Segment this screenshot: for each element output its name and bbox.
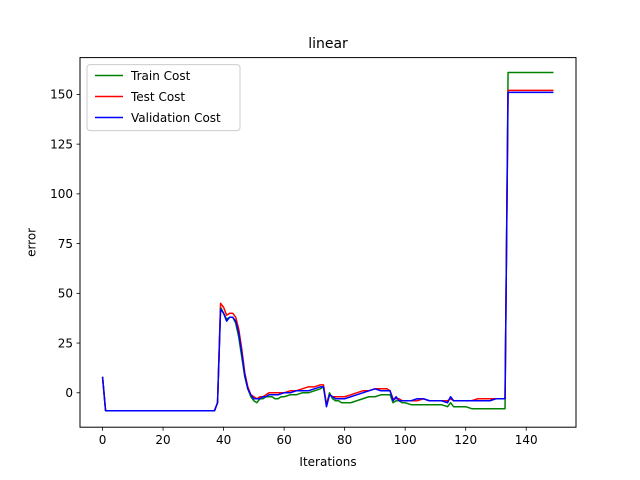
x-tick-label: 140 <box>515 433 538 447</box>
y-tick-label: 25 <box>58 336 73 350</box>
y-axis-ticks: 0 25 50 75 100 125 150 <box>50 88 80 400</box>
x-tick-label: 40 <box>216 433 231 447</box>
x-axis-label: Iterations <box>299 455 356 469</box>
x-tick-label: 80 <box>337 433 352 447</box>
y-tick-label: 0 <box>65 386 73 400</box>
x-tick-label: 60 <box>276 433 291 447</box>
y-axis-label: error <box>25 228 39 257</box>
y-tick-label: 125 <box>50 137 73 151</box>
legend-label: Train Cost <box>130 69 191 83</box>
x-axis-ticks: 0 20 40 60 80 100 120 140 <box>99 427 538 447</box>
legend-label: Test Cost <box>130 90 185 104</box>
x-tick-label: 120 <box>454 433 477 447</box>
legend-frame <box>86 64 241 132</box>
plot-frame <box>79 57 577 428</box>
y-tick-label: 50 <box>58 287 73 301</box>
series-line-test-cost <box>101 89 554 412</box>
y-tick-label: 75 <box>58 237 73 251</box>
chart-title: linear <box>308 36 348 52</box>
plot-lines <box>101 71 554 412</box>
series-line-validation-cost <box>101 91 554 412</box>
x-tick-label: 100 <box>394 433 417 447</box>
legend-label: Validation Cost <box>131 111 221 125</box>
y-tick-label: 100 <box>50 187 73 201</box>
x-tick-label: 20 <box>155 433 170 447</box>
legend: Train Cost Test Cost Validation Cost <box>86 64 241 132</box>
x-tick-label: 0 <box>99 433 107 447</box>
y-tick-label: 150 <box>50 88 73 102</box>
